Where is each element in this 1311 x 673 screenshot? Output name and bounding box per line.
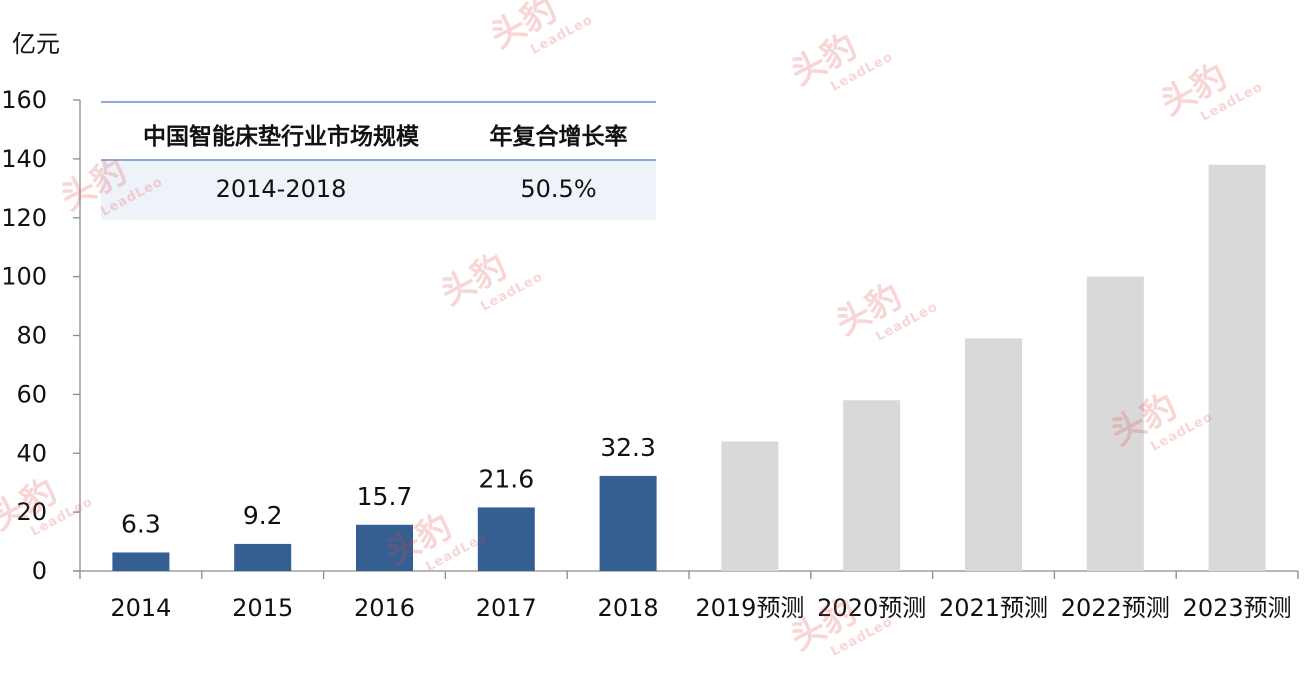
y-tick-label: 160	[1, 86, 47, 114]
x-tick-label: 2018	[598, 594, 659, 622]
x-tick-label: 2017	[476, 594, 537, 622]
y-tick-label: 80	[16, 322, 47, 350]
data-label-2017: 21.6	[478, 464, 534, 493]
data-label-2014: 6.3	[121, 509, 161, 538]
data-labels: 6.3 9.2 15.7 21.6 32.3	[121, 433, 656, 539]
table-row	[101, 161, 656, 220]
x-tick-label: 2022预测	[1061, 594, 1170, 622]
data-label-2015: 9.2	[243, 501, 283, 530]
table-header	[101, 101, 656, 161]
bar-2018	[599, 475, 657, 571]
table-header-cagr: 年复合增长率	[489, 124, 628, 150]
x-tick-label: 2016	[354, 594, 415, 622]
bar-2021预测	[965, 338, 1022, 571]
table-header-market-size: 中国智能床垫行业市场规模	[143, 124, 419, 150]
y-tick-label: 100	[1, 263, 47, 291]
y-tick-label: 120	[1, 204, 47, 232]
bar-2020预测	[843, 400, 901, 571]
y-tick-label: 20	[16, 498, 47, 526]
bars	[112, 164, 1266, 571]
bar-2022预测	[1086, 276, 1144, 571]
x-tick-label: 2019预测	[695, 594, 804, 622]
bar-2019预测	[721, 441, 779, 571]
data-label-2016: 15.7	[357, 482, 413, 511]
x-tick-label: 2014	[110, 594, 171, 622]
table-cell-period: 2014-2018	[215, 175, 347, 203]
y-tick-label: 140	[1, 145, 47, 173]
y-axis-unit-label: 亿元	[12, 30, 60, 58]
x-tick-label: 2021预测	[939, 594, 1048, 622]
cagr-info-table: 中国智能床垫行业市场规模 年复合增长率 2014-2018 50.5%	[101, 101, 656, 220]
x-tick-label: 2020预测	[817, 594, 926, 622]
y-tick-label: 60	[16, 380, 47, 408]
x-axis: 2014 2015 2016 2017 2018 2019预测 2020预测 2021预测 20…	[73, 570, 1299, 622]
bar-2015	[234, 543, 292, 571]
bar-2023预测	[1208, 164, 1266, 571]
bar-2016	[356, 524, 413, 571]
data-label-2018: 32.3	[600, 433, 656, 462]
x-tick-label: 2015	[232, 594, 293, 622]
bar-2017	[477, 507, 535, 571]
table-cell-cagr-value: 50.5%	[520, 175, 597, 203]
y-axis: 0 20 40 60 80 100 120 140 160	[1, 86, 81, 585]
y-tick-label: 0	[32, 557, 47, 585]
bar-2014	[112, 552, 170, 571]
y-tick-label: 40	[16, 439, 47, 467]
x-tick-label: 2023预测	[1183, 594, 1292, 622]
